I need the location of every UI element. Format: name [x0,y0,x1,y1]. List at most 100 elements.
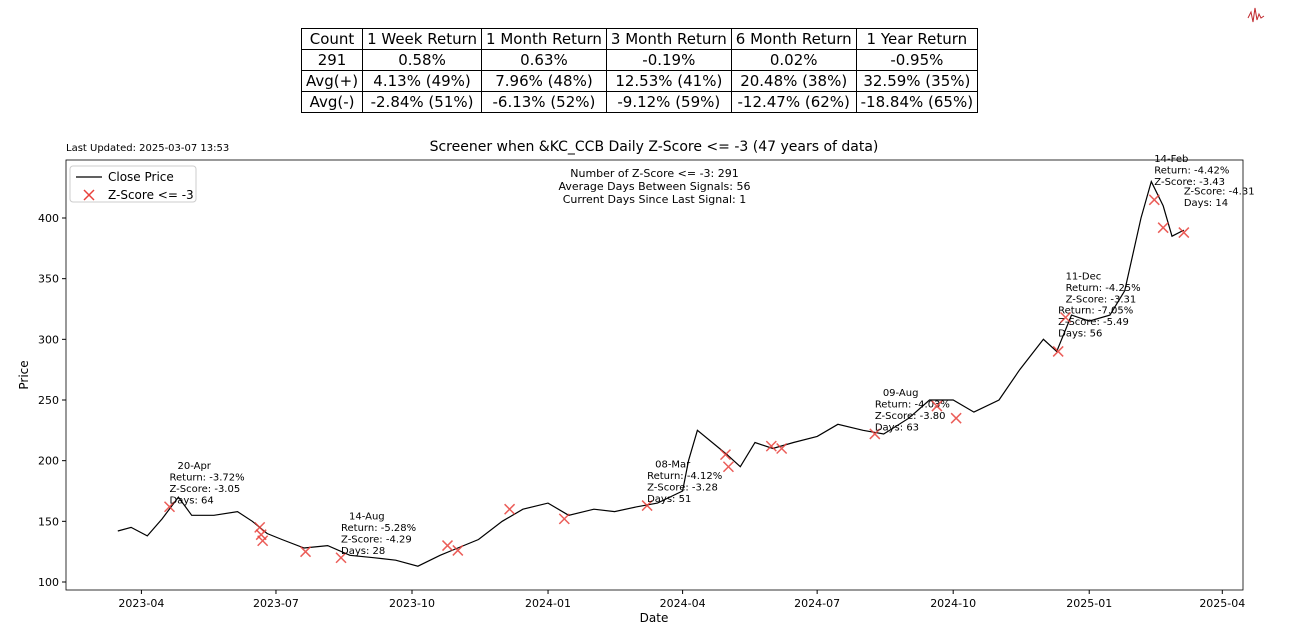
annotation: Return: -4.25% [1066,283,1141,294]
table-cell: 6 Month Return [730,28,857,50]
table-cell: Avg(-) [300,91,364,113]
signal-marker [1148,194,1160,206]
annotation: 14-Feb [1154,154,1188,165]
legend-label: Close Price [108,170,174,184]
x-tick-label: 2024-07 [794,597,840,610]
annotation: Return: -3.72% [170,472,245,483]
table-row: Avg(-) -2.84% (51%) -6.13% (52%) -9.12% (59… [300,91,979,113]
signal-marker [776,442,788,455]
signal-marker [254,521,266,533]
legend-label: Z-Score <= -3 [108,188,194,202]
annotation: Days: 56 [1058,328,1102,339]
annotation: Days: 14 [1184,198,1228,209]
x-tick-label: 2023-10 [389,597,435,610]
stats-text: Current Days Since Last Signal: 1 [563,193,746,206]
legend-marker [83,189,95,201]
signal-marker [300,546,312,558]
annotation: Z-Score: -3.43 [1154,177,1225,188]
table-cell: 32.59% (35%) [855,70,979,92]
signal-marker [1052,345,1064,357]
y-axis-label: Price [17,360,31,389]
annotation: Z-Score: -3.28 [647,483,718,494]
x-tick-label: 2024-10 [930,597,976,610]
x-tick-label: 2024-04 [660,597,706,610]
signal-marker [1060,311,1072,324]
table-cell: 20.48% (38%) [730,70,857,92]
table-cell: 7.96% (48%) [481,70,607,92]
y-tick-label: 150 [38,515,59,528]
annotation: Z-Score: -3.31 [1066,294,1137,305]
signal-marker [765,440,777,452]
y-tick-label: 250 [38,394,59,407]
chart-title: Screener when &KC_CCB Daily Z-Score <= -… [430,139,879,155]
price-line [117,179,1185,567]
signal-marker [257,535,269,547]
annotation: Z-Score: -3.05 [170,484,241,495]
x-tick-label: 2025-04 [1199,597,1245,610]
annotation: Z-Score: -4.31 [1184,187,1255,198]
stats-text: Number of Z-Score <= -3: 291 [570,167,739,180]
x-tick-label: 2025-01 [1066,597,1112,610]
annotation: Days: 64 [170,495,214,506]
x-axis-label: Date [640,611,669,625]
signal-marker [641,500,653,512]
signal-marker [869,428,881,440]
table-cell: -0.19% [605,49,732,71]
stats-text: Average Days Between Signals: 56 [559,180,751,193]
annotation: Days: 51 [647,494,691,505]
signal-marker [163,501,176,513]
x-tick-label: 2023-07 [253,597,299,610]
last-updated: Last Updated: 2025-03-07 13:53 [66,143,229,154]
legend-box [69,165,197,203]
signal-marker [719,449,732,461]
annotation: Days: 28 [341,546,385,557]
table-cell: -18.84% (65%) [855,91,979,113]
table-cell: -2.84% (51%) [362,91,483,113]
annotation: 20-Apr [178,461,212,472]
signal-marker [931,400,943,412]
y-tick-label: 200 [38,455,59,468]
x-tick-label: 2023-04 [118,597,164,610]
summary-table: Count 1 Week Return 1 Month Return 3 Month … [300,28,979,113]
signal-marker [722,461,734,473]
signal-marker [558,513,570,525]
signal-marker [335,552,347,564]
table-cell: Avg(+) [300,70,364,92]
annotation: Z-Score: -4.29 [341,535,412,546]
y-tick-label: 400 [38,212,59,225]
signal-marker [1157,222,1169,234]
table-cell: 1 Year Return [855,28,979,50]
table-cell: 12.53% (41%) [605,70,732,92]
annotation: Return: -4.12% [647,471,722,482]
table-cell: -9.12% (59%) [605,91,732,113]
y-tick-label: 350 [38,273,59,286]
annotation: 14-Aug [349,512,385,523]
table-cell: Count [300,28,364,50]
y-tick-label: 300 [38,333,59,346]
table-cell: 4.13% (49%) [362,70,483,92]
annotation: Return: -4.42% [1154,165,1229,176]
signal-marker [441,540,454,552]
plot-frame [65,159,1244,591]
table-cell: -6.13% (52%) [481,91,607,113]
table-row: Count 1 Week Return 1 Month Return 3 Month … [300,28,979,50]
signal-marker [452,544,464,556]
annotation: 09-Aug [883,388,919,399]
table-row: 291 0.58% 0.63% -0.19% 0.02% -0.95% [300,49,979,71]
annotation: 08-Mar [655,460,691,471]
annotation: 11-Dec [1066,271,1102,282]
annotation: Return: -7.05% [1058,305,1133,316]
table-row: Avg(+) 4.13% (49%) 7.96% (48%) 12.53% (41%)… [300,70,979,92]
y-tick-label: 100 [38,576,59,589]
annotation: Days: 63 [875,422,919,433]
signal-marker [1178,227,1190,239]
annotation: Z-Score: -5.49 [1058,317,1129,328]
signal-marker [504,503,516,515]
x-tick-label: 2024-01 [525,597,571,610]
signal-marker [950,412,962,424]
logo [1247,7,1265,23]
annotation: Z-Score: -3.80 [875,411,946,422]
annotation: Return: -5.28% [341,523,416,534]
